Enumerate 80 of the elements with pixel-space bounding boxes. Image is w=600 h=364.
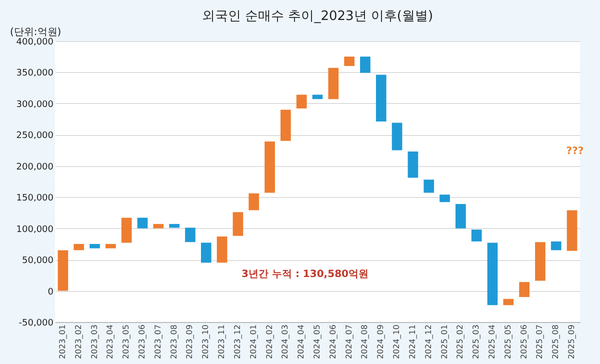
bar [328, 68, 339, 100]
bar [503, 298, 514, 306]
x-tick-label: 2025_09 [567, 324, 576, 360]
bar [550, 241, 562, 250]
y-tick-label: 50,000 [22, 256, 54, 266]
bar [106, 244, 116, 248]
x-tick-label: 2024_03 [280, 324, 290, 360]
bar [471, 230, 482, 242]
x-tick-label: 2023_08 [169, 324, 178, 360]
bar [535, 242, 546, 281]
bar [200, 242, 212, 263]
bar [392, 122, 402, 150]
x-tick-label: 2025_06 [519, 324, 528, 360]
x-tick-label: 2024_10 [392, 324, 402, 360]
x-tick-label: 2023_04 [106, 324, 115, 360]
bar [376, 74, 386, 122]
bar [487, 242, 498, 306]
bar [408, 152, 418, 178]
bar [153, 224, 164, 228]
y-tick-label: 0 [48, 287, 54, 298]
x-tick-label: 2023_05 [122, 324, 131, 360]
x-tick-label: 2024_12 [424, 324, 433, 360]
bar [216, 236, 228, 263]
bar [360, 56, 370, 73]
bar [312, 94, 323, 100]
x-tick-label: 2024_04 [296, 324, 306, 360]
bar [137, 218, 148, 228]
bar [456, 204, 466, 228]
bar [121, 218, 132, 243]
bar [58, 250, 68, 291]
x-tick-label: 2024_09 [376, 324, 386, 360]
x-tick-label: 2023_03 [90, 324, 99, 360]
bar [232, 212, 244, 236]
x-tick-label: 2023_11 [217, 324, 226, 360]
x-tick-label: 2023_09 [185, 324, 194, 360]
bar [248, 193, 260, 210]
bar [296, 94, 307, 108]
y-tick-label: 200,000 [16, 162, 54, 172]
bar [344, 56, 354, 66]
bar [264, 142, 275, 193]
x-tick-label: 2025_08 [551, 324, 560, 360]
bar [185, 228, 196, 242]
x-tick-label: 2024_08 [360, 324, 370, 360]
x-tick-label: 2023_10 [201, 324, 210, 360]
annotation: 3년간 누적 : 130,580억원 [242, 269, 368, 280]
x-tick-label: 2024_02 [264, 324, 274, 360]
y-tick-label: 400,000 [16, 38, 54, 48]
x-tick-label: 2023_07 [153, 324, 162, 360]
bar [566, 210, 578, 251]
x-tick-label: 2025_01 [440, 324, 449, 360]
y-tick-label: 300,000 [16, 100, 54, 110]
x-tick-label: 2024_07 [344, 324, 354, 360]
x-tick-label: 2025_07 [535, 324, 544, 360]
bar [74, 244, 84, 250]
x-tick-label: 2024_05 [312, 324, 322, 360]
x-tick-label: 2023_01 [58, 324, 67, 360]
x-tick-label: 2025_05 [503, 324, 512, 360]
x-tick-label: 2025_03 [472, 324, 481, 360]
x-tick-label: 2023_02 [74, 324, 83, 360]
x-tick-label: 2024_11 [408, 324, 417, 360]
x-tick-label: 2025_04 [488, 324, 496, 360]
x-tick-label: 2024_06 [328, 324, 338, 360]
bar [424, 180, 434, 193]
chart-title: 외국인 순매수 추이_2023년 이후(월별) [202, 9, 434, 24]
x-tick-label: 2023_06 [138, 324, 146, 360]
bar [280, 110, 291, 141]
bar [90, 244, 100, 248]
x-tick-label: 2025_02 [456, 324, 465, 360]
y-tick-label: 100,000 [16, 224, 54, 235]
bar [440, 194, 450, 202]
x-tick-label: 2024_01 [248, 324, 258, 360]
y-tick-label: 350,000 [16, 68, 54, 79]
y-tick-label: 250,000 [16, 131, 54, 142]
y-tick-label: 150,000 [16, 194, 54, 204]
bar [519, 282, 530, 298]
bar [169, 224, 180, 228]
x-tick-label: 2023_12 [232, 324, 242, 360]
annotation: ??? [566, 146, 584, 157]
y-tick-label: -50,000 [18, 318, 54, 328]
text: (단위:억원) [10, 27, 62, 38]
